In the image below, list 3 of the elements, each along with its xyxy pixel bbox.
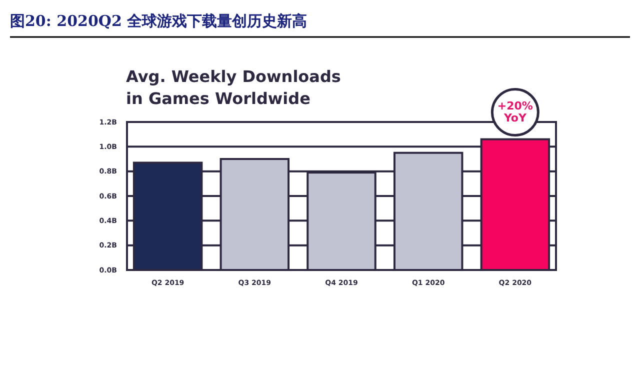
chart-title: 图20: 2020Q2 全球游戏下载量创历史新高 bbox=[10, 12, 308, 30]
annotation: +20% YoY bbox=[497, 99, 533, 124]
chart-subtitle: Avg. Weekly Downloads in Games Worldwide bbox=[126, 67, 341, 108]
